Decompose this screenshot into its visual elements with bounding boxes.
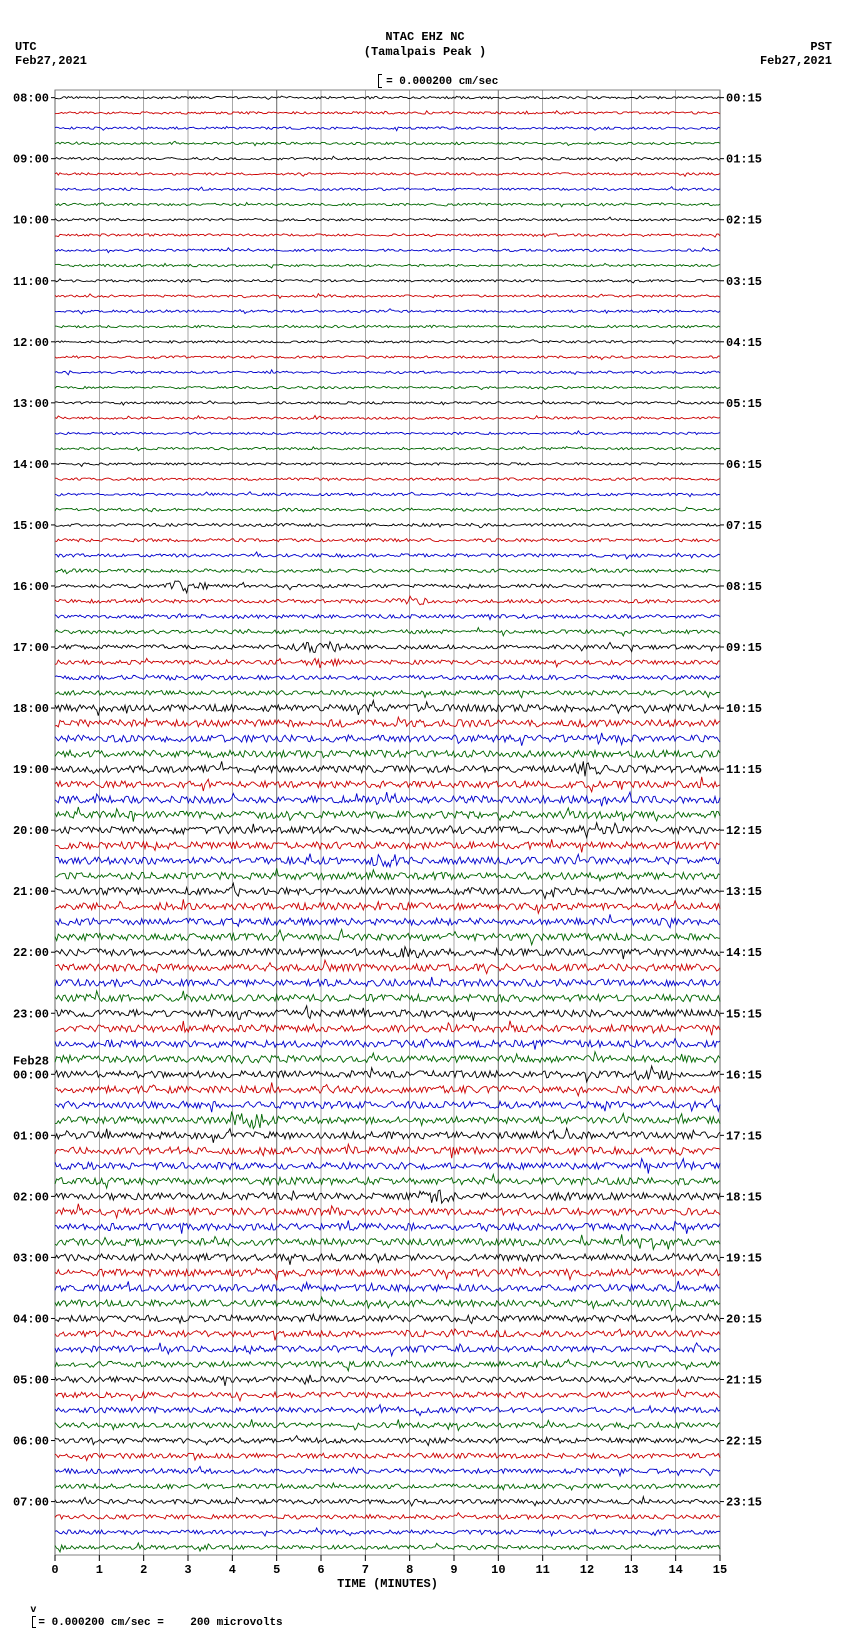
svg-text:16:15: 16:15 bbox=[726, 1068, 762, 1082]
svg-text:10: 10 bbox=[491, 1563, 505, 1577]
svg-text:14:00: 14:00 bbox=[13, 458, 49, 472]
svg-text:06:00: 06:00 bbox=[13, 1435, 49, 1449]
svg-text:19:15: 19:15 bbox=[726, 1251, 762, 1265]
svg-text:22:00: 22:00 bbox=[13, 946, 49, 960]
svg-text:17:15: 17:15 bbox=[726, 1129, 762, 1143]
svg-text:15:15: 15:15 bbox=[726, 1007, 762, 1021]
svg-text:09:15: 09:15 bbox=[726, 641, 762, 655]
svg-text:08:15: 08:15 bbox=[726, 580, 762, 594]
svg-text:18:15: 18:15 bbox=[726, 1190, 762, 1204]
svg-text:11: 11 bbox=[535, 1563, 549, 1577]
svg-text:03:00: 03:00 bbox=[13, 1251, 49, 1265]
svg-text:12:00: 12:00 bbox=[13, 336, 49, 350]
svg-text:18:00: 18:00 bbox=[13, 702, 49, 716]
svg-text:13: 13 bbox=[624, 1563, 638, 1577]
svg-text:06:15: 06:15 bbox=[726, 458, 762, 472]
svg-text:10:15: 10:15 bbox=[726, 702, 762, 716]
svg-text:22:15: 22:15 bbox=[726, 1435, 762, 1449]
svg-text:14: 14 bbox=[668, 1563, 682, 1577]
svg-text:15: 15 bbox=[713, 1563, 727, 1577]
svg-text:12:15: 12:15 bbox=[726, 824, 762, 838]
svg-text:13:15: 13:15 bbox=[726, 885, 762, 899]
svg-text:10:00: 10:00 bbox=[13, 214, 49, 228]
svg-text:5: 5 bbox=[273, 1563, 280, 1577]
svg-text:19:00: 19:00 bbox=[13, 763, 49, 777]
svg-text:0: 0 bbox=[51, 1563, 58, 1577]
location-line: (Tamalpais Peak ) bbox=[0, 45, 850, 59]
svg-text:11:00: 11:00 bbox=[13, 275, 49, 289]
svg-text:21:00: 21:00 bbox=[13, 885, 49, 899]
seismogram-page: UTC Feb27,2021 PST Feb27,2021 NTAC EHZ N… bbox=[0, 0, 850, 1613]
seismogram-plot: 0123456789101112131415TIME (MINUTES)08:0… bbox=[0, 0, 850, 1613]
svg-text:01:15: 01:15 bbox=[726, 153, 762, 167]
svg-text:05:15: 05:15 bbox=[726, 397, 762, 411]
svg-text:4: 4 bbox=[229, 1563, 236, 1577]
svg-text:9: 9 bbox=[450, 1563, 457, 1577]
svg-text:17:00: 17:00 bbox=[13, 641, 49, 655]
svg-text:07:00: 07:00 bbox=[13, 1496, 49, 1510]
station-line: NTAC EHZ NC bbox=[0, 30, 850, 44]
svg-text:16:00: 16:00 bbox=[13, 580, 49, 594]
svg-text:21:15: 21:15 bbox=[726, 1374, 762, 1388]
footer-scale-note: v = 0.000200 cm/sec = 200 microvolts bbox=[4, 1592, 283, 1641]
svg-text:04:15: 04:15 bbox=[726, 336, 762, 350]
svg-text:02:00: 02:00 bbox=[13, 1190, 49, 1204]
scale-line: = 0.000200 cm/sec bbox=[0, 62, 850, 100]
svg-text:1: 1 bbox=[96, 1563, 103, 1577]
svg-text:00:00: 00:00 bbox=[13, 1068, 49, 1082]
svg-text:Feb28: Feb28 bbox=[13, 1054, 49, 1068]
svg-text:7: 7 bbox=[362, 1563, 369, 1577]
svg-text:6: 6 bbox=[317, 1563, 324, 1577]
svg-text:07:15: 07:15 bbox=[726, 519, 762, 533]
scale-bar-icon bbox=[32, 1616, 36, 1628]
svg-text:02:15: 02:15 bbox=[726, 214, 762, 228]
svg-text:03:15: 03:15 bbox=[726, 275, 762, 289]
svg-text:09:00: 09:00 bbox=[13, 153, 49, 167]
svg-text:TIME (MINUTES): TIME (MINUTES) bbox=[337, 1577, 438, 1591]
svg-text:15:00: 15:00 bbox=[13, 519, 49, 533]
svg-text:20:15: 20:15 bbox=[726, 1312, 762, 1326]
svg-text:04:00: 04:00 bbox=[13, 1312, 49, 1326]
svg-text:11:15: 11:15 bbox=[726, 763, 762, 777]
svg-text:23:15: 23:15 bbox=[726, 1496, 762, 1510]
svg-text:12: 12 bbox=[580, 1563, 594, 1577]
svg-text:23:00: 23:00 bbox=[13, 1007, 49, 1021]
svg-text:3: 3 bbox=[184, 1563, 191, 1577]
svg-text:13:00: 13:00 bbox=[13, 397, 49, 411]
svg-text:14:15: 14:15 bbox=[726, 946, 762, 960]
svg-text:2: 2 bbox=[140, 1563, 147, 1577]
svg-text:01:00: 01:00 bbox=[13, 1129, 49, 1143]
scale-bar-icon bbox=[378, 74, 382, 88]
svg-text:8: 8 bbox=[406, 1563, 413, 1577]
svg-text:05:00: 05:00 bbox=[13, 1374, 49, 1388]
svg-text:20:00: 20:00 bbox=[13, 824, 49, 838]
